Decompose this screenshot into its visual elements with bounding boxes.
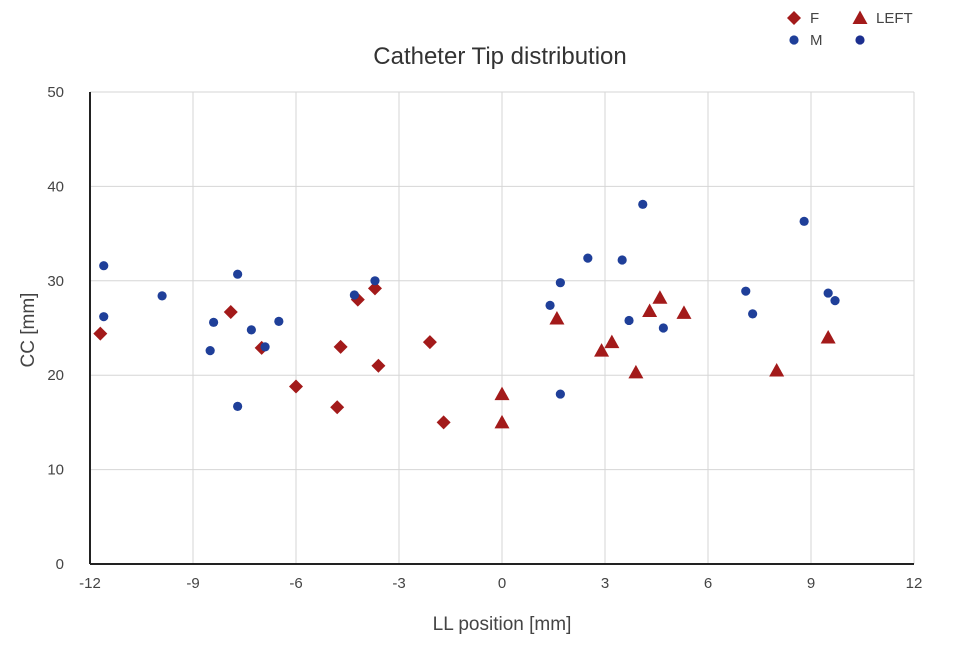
x-tick-label: 9 — [807, 575, 815, 592]
data-point-circle — [741, 286, 751, 296]
data-point-circle — [205, 346, 215, 356]
data-point-diamond — [333, 339, 348, 354]
legend-marker-diamond — [787, 11, 801, 25]
x-tick-label: 12 — [906, 575, 923, 592]
y-tick-label: 0 — [56, 556, 64, 573]
data-point-diamond — [422, 335, 437, 350]
data-point-circle — [233, 401, 243, 411]
data-point-circle — [274, 316, 284, 326]
x-tick-label: -6 — [289, 575, 302, 592]
data-point-circle — [99, 261, 109, 271]
data-point-circle — [658, 323, 668, 333]
data-point-circle — [799, 216, 809, 226]
data-point-triangle — [604, 334, 620, 349]
x-tick-label: 3 — [601, 575, 609, 592]
data-point-diamond — [223, 304, 238, 319]
y-tick-label: 20 — [47, 367, 64, 384]
data-point-diamond — [330, 400, 345, 415]
data-point-triangle — [820, 329, 836, 344]
x-tick-label: 6 — [704, 575, 712, 592]
legend-marker-triangle — [852, 10, 868, 24]
legend-label: LEFT — [876, 10, 913, 27]
y-tick-label: 50 — [47, 84, 64, 101]
grid-layer — [90, 91, 915, 564]
data-point-circle — [638, 199, 648, 209]
y-tick-label: 40 — [47, 178, 64, 195]
data-point-circle — [370, 276, 380, 286]
y-tick-label: 10 — [47, 462, 64, 479]
data-point-circle — [555, 278, 565, 288]
data-point-diamond — [371, 358, 386, 373]
legend-marker-circle — [855, 35, 865, 45]
data-point-diamond — [289, 379, 303, 394]
data-point-triangle — [769, 362, 785, 377]
data-point-circle — [830, 296, 840, 306]
tick-label-layer: -12 -9 -6 -3 0 3 6 9 12 0 10 20 30 40 50 — [47, 84, 922, 592]
data-point-circle — [624, 315, 634, 326]
legend-label: F — [810, 10, 819, 27]
data-point-triangle — [494, 386, 510, 401]
data-point-triangle — [676, 305, 692, 319]
data-point-triangle — [549, 311, 565, 325]
data-point-circle — [617, 255, 627, 265]
data-point-circle — [209, 317, 219, 327]
data-point-circle — [583, 253, 593, 263]
legend: F LEFT M — [787, 10, 913, 49]
data-point-triangle — [652, 290, 668, 304]
legend-label: M — [810, 32, 823, 49]
x-tick-label: -12 — [79, 575, 101, 592]
data-point-circle — [233, 269, 243, 279]
y-axis-label: CC [mm] — [18, 293, 39, 368]
point-layer — [93, 199, 840, 430]
x-tick-label: 0 — [498, 575, 506, 592]
data-point-circle — [545, 300, 555, 310]
legend-marker-circle — [789, 35, 799, 45]
x-tick-label: -3 — [392, 575, 405, 592]
data-point-circle — [555, 389, 565, 399]
chart-title: Catheter Tip distribution — [373, 43, 626, 70]
data-point-triangle — [594, 343, 610, 357]
data-point-diamond — [436, 415, 451, 430]
data-point-triangle — [628, 364, 644, 379]
data-point-circle — [157, 291, 167, 301]
axis-layer — [89, 92, 914, 565]
data-point-circle — [99, 312, 109, 322]
data-point-diamond — [367, 281, 382, 296]
data-point-diamond — [93, 326, 108, 341]
data-point-circle — [246, 325, 256, 335]
y-tick-label: 30 — [47, 273, 64, 290]
data-point-circle — [349, 290, 359, 300]
x-tick-label: -9 — [186, 575, 199, 592]
x-axis-label: LL position [mm] — [433, 614, 572, 635]
data-point-circle — [260, 342, 270, 352]
data-point-circle — [748, 309, 758, 319]
data-point-circle — [823, 288, 833, 298]
data-point-triangle — [642, 303, 658, 318]
data-point-triangle — [494, 414, 510, 429]
